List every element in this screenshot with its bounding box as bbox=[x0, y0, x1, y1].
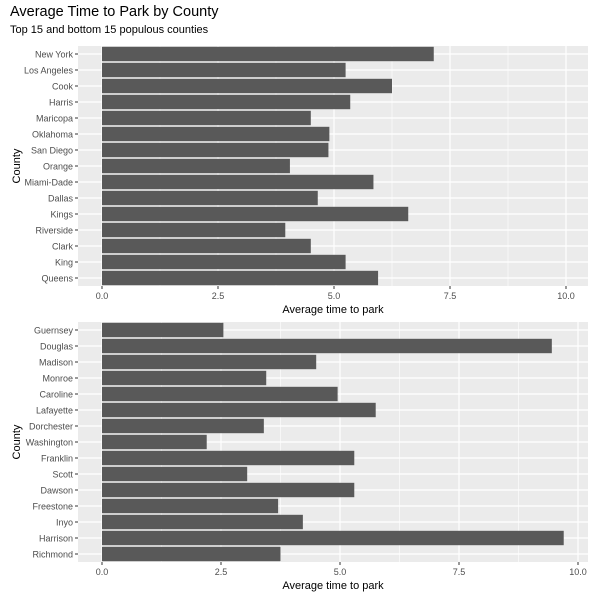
bar-scott bbox=[102, 466, 248, 482]
y-tick-label: Scott bbox=[52, 470, 73, 480]
x-tick-label: 2.5 bbox=[215, 567, 228, 577]
y-tick-label: Douglas bbox=[40, 342, 74, 352]
y-tick-label: Clark bbox=[52, 242, 74, 252]
bar-miami-dade bbox=[102, 174, 374, 190]
x-tick-label: 5.0 bbox=[334, 567, 347, 577]
y-tick-label: Los Angeles bbox=[24, 66, 74, 76]
bar-caroline bbox=[102, 386, 338, 402]
bar-kings bbox=[102, 206, 409, 222]
y-axis-label: County bbox=[11, 148, 23, 183]
y-axis-label: County bbox=[11, 424, 23, 459]
bar-king bbox=[102, 254, 346, 270]
bar-san-diego bbox=[102, 142, 329, 158]
bottom-counties-chart: Guernsey Douglas Madison Monroe Caroline Lafa… bbox=[11, 322, 588, 592]
bar-franklin bbox=[102, 450, 355, 466]
bar-maricopa bbox=[102, 110, 311, 126]
bar-riverside bbox=[102, 222, 286, 238]
y-tick-label: Monroe bbox=[42, 374, 73, 384]
y-tick-label: Oklahoma bbox=[32, 130, 73, 140]
x-axis-label: Average time to park bbox=[282, 304, 384, 316]
bar-orange bbox=[102, 158, 290, 174]
y-tick-label: Caroline bbox=[39, 390, 73, 400]
bar-douglas bbox=[102, 338, 552, 354]
y-tick-label: Harrison bbox=[39, 534, 73, 544]
y-tick-label: Dorchester bbox=[29, 422, 73, 432]
x-tick-label: 2.5 bbox=[212, 291, 225, 301]
y-tick-label: Dawson bbox=[40, 486, 73, 496]
y-tick-label: New York bbox=[35, 50, 74, 60]
bar-clark bbox=[102, 238, 311, 254]
bar-richmond bbox=[102, 546, 281, 562]
x-tick-label: 5.0 bbox=[328, 291, 341, 301]
x-tick-label: 7.5 bbox=[444, 291, 457, 301]
bar-monroe bbox=[102, 370, 267, 386]
y-tick-label: Guernsey bbox=[34, 326, 74, 336]
bar-inyo bbox=[102, 514, 303, 530]
y-tick-label: Richmond bbox=[32, 550, 73, 560]
bar-washington bbox=[102, 434, 207, 450]
bar-oklahoma bbox=[102, 126, 330, 142]
bar-cook bbox=[102, 78, 392, 94]
bar-guernsey bbox=[102, 322, 224, 338]
bar-madison bbox=[102, 354, 317, 370]
chart-title: Average Time to Park by County bbox=[10, 4, 219, 20]
y-tick-label: Dallas bbox=[48, 194, 74, 204]
y-tick-label: Franklin bbox=[41, 454, 73, 464]
y-tick-label: Queens bbox=[41, 274, 73, 284]
x-tick-label: 0.0 bbox=[96, 291, 109, 301]
x-tick-label: 7.5 bbox=[453, 567, 466, 577]
bar-freestone bbox=[102, 498, 279, 514]
x-tick-label: 10.0 bbox=[557, 291, 575, 301]
y-tick-label: Madison bbox=[39, 358, 73, 368]
x-tick-label: 10.0 bbox=[569, 567, 587, 577]
chart-subtitle: Top 15 and bottom 15 populous counties bbox=[10, 24, 209, 36]
y-tick-label: King bbox=[55, 258, 73, 268]
bar-lafayette bbox=[102, 402, 376, 418]
top-counties-chart: New York Los Angeles Cook Harris Maricopa Okl… bbox=[11, 46, 588, 316]
y-tick-label: Orange bbox=[43, 162, 73, 172]
y-tick-label: Maricopa bbox=[36, 114, 73, 124]
y-tick-label: Inyo bbox=[56, 518, 73, 528]
y-tick-label: Washington bbox=[26, 438, 73, 448]
y-tick-label: Kings bbox=[50, 210, 73, 220]
y-tick-label: Riverside bbox=[35, 226, 73, 236]
y-tick-label: Freestone bbox=[32, 502, 73, 512]
bar-queens bbox=[102, 270, 379, 286]
bar-dorchester bbox=[102, 418, 264, 434]
x-tick-label: 0.0 bbox=[96, 567, 109, 577]
x-axis-label: Average time to park bbox=[282, 580, 384, 592]
bar-new-york bbox=[102, 46, 434, 62]
y-tick-label: Lafayette bbox=[36, 406, 73, 416]
bar-los-angeles bbox=[102, 62, 346, 78]
y-tick-label: San Diego bbox=[31, 146, 73, 156]
bar-dawson bbox=[102, 482, 355, 498]
y-tick-label: Cook bbox=[52, 82, 74, 92]
bar-dallas bbox=[102, 190, 318, 206]
bar-harrison bbox=[102, 530, 564, 546]
y-tick-label: Harris bbox=[49, 98, 73, 108]
y-tick-label: Miami-Dade bbox=[24, 178, 73, 188]
bar-harris bbox=[102, 94, 351, 110]
